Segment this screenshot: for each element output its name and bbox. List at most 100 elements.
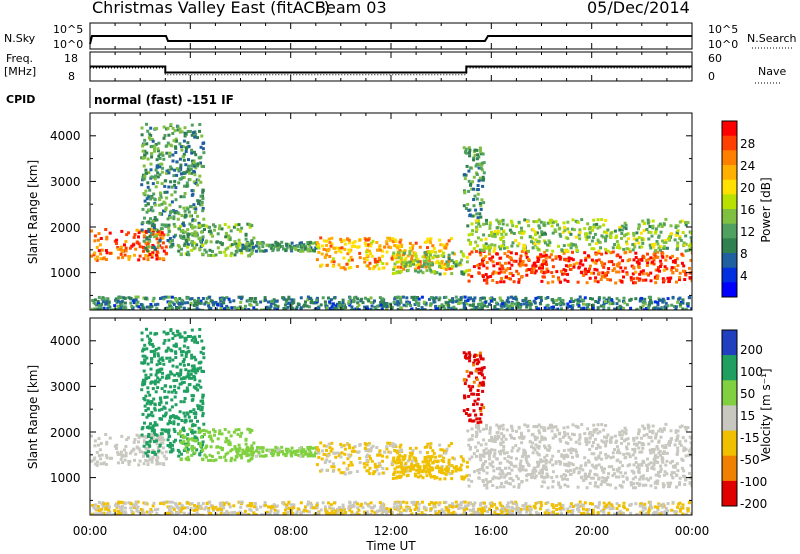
velocity-cell [200, 435, 203, 439]
power-cell [492, 264, 496, 268]
power-cell [502, 246, 506, 250]
power-cell [414, 269, 417, 273]
power-cell [675, 231, 679, 235]
power-cell [662, 223, 666, 227]
power-cell [439, 262, 443, 265]
velocity-cell [409, 451, 412, 455]
power-cell [544, 296, 548, 300]
power-cell [232, 299, 236, 303]
power-cell [106, 297, 110, 301]
power-cell [566, 264, 570, 268]
power-cell [622, 247, 626, 251]
velocity-cell [150, 458, 154, 462]
power-cell [467, 179, 471, 183]
power-cell [468, 148, 472, 152]
velocity-cell [149, 367, 153, 371]
power-cell [591, 271, 595, 275]
power-cell [282, 307, 286, 310]
velocity-cell [147, 450, 150, 454]
power-cell [350, 305, 354, 309]
power-cell [649, 230, 653, 234]
velocity-cell [235, 455, 239, 459]
velocity-cell [339, 442, 343, 446]
velocity-cell [133, 438, 137, 441]
power-cell [316, 306, 320, 310]
velocity-cell [541, 471, 544, 475]
power-cell [300, 246, 304, 250]
power-cell [477, 166, 481, 170]
power-cell [670, 266, 674, 270]
power-cell [664, 239, 668, 242]
velocity-cell [192, 408, 196, 412]
cpid-label: CPID [6, 93, 35, 106]
power-cell [598, 225, 602, 229]
power-cell [201, 244, 205, 247]
power-cell [595, 242, 598, 245]
power-cell [153, 177, 157, 181]
power-cell [183, 209, 187, 213]
power-cell [690, 279, 692, 283]
velocity-cell [434, 455, 438, 459]
power-cell [570, 306, 574, 310]
velocity-cell [93, 439, 97, 443]
velocity-cell [661, 460, 665, 464]
velocity-cell [404, 461, 408, 465]
velocity-cell [152, 431, 156, 435]
power-cell [500, 227, 504, 231]
power-cell [191, 131, 195, 135]
power-cell [462, 301, 466, 305]
power-cell [293, 246, 297, 250]
power-cell [106, 306, 110, 310]
velocity-cell [162, 362, 166, 366]
velocity-cell [277, 453, 280, 457]
power-cell [161, 166, 164, 170]
velocity-cell [322, 444, 326, 448]
power-cell [528, 235, 532, 239]
velocity-cell [116, 461, 120, 465]
velocity-cell [518, 469, 522, 473]
power-cell [153, 216, 157, 220]
power-cell [554, 255, 558, 259]
power-cell [473, 194, 477, 198]
power-cell [155, 237, 159, 241]
power-cell [618, 304, 622, 308]
power-cell [255, 249, 258, 253]
velocity-cell [199, 366, 202, 370]
power-cell [349, 248, 353, 252]
power-cell [328, 241, 332, 244]
power-cell [622, 275, 625, 279]
power-cell [497, 245, 501, 249]
power-cell [230, 243, 234, 247]
velocity-cell [561, 477, 565, 481]
velocity-cell [178, 432, 182, 436]
power-cell [338, 246, 342, 250]
power-cell [690, 231, 692, 235]
power-cell [145, 210, 149, 214]
velocity-cell [665, 472, 669, 476]
power-cell [158, 229, 162, 233]
velocity-cell [424, 458, 428, 462]
power-cell [511, 274, 515, 277]
velocity-cell [164, 376, 168, 380]
velocity-cell [144, 376, 148, 380]
power-cell [190, 164, 194, 168]
power-cell [172, 222, 176, 226]
power-cell [180, 302, 184, 306]
velocity-cell [423, 445, 427, 449]
velocity-cell [471, 419, 475, 423]
power-cell [426, 262, 430, 266]
velocity-cell [373, 462, 377, 466]
power-cell [508, 267, 512, 271]
power-cell [393, 265, 397, 269]
power-cell [198, 129, 201, 133]
power-cell [251, 241, 254, 245]
power-cell [229, 229, 233, 233]
power-cell [616, 306, 620, 310]
velocity-cell [485, 471, 489, 475]
power-cell [196, 164, 199, 168]
power-cell [396, 265, 400, 269]
velocity-cell [154, 348, 158, 351]
velocity-cell [671, 459, 674, 463]
power-cell [638, 272, 642, 276]
